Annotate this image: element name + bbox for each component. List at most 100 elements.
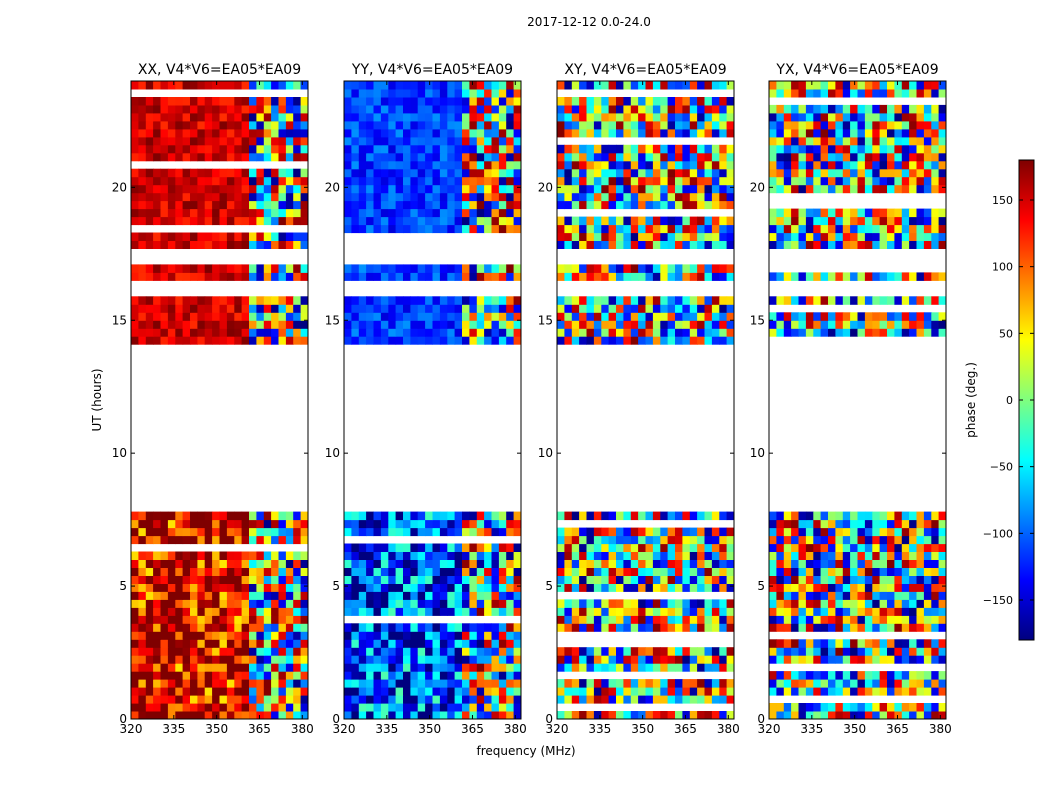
heatmap-cell [249, 615, 257, 624]
heatmap-cell [395, 559, 404, 568]
heatmap-cell [190, 104, 198, 114]
heatmap-cell [351, 711, 360, 720]
heatmap-cell [879, 599, 888, 608]
heatmap-cell [226, 599, 235, 608]
heatmap-cell [835, 144, 844, 154]
heatmap-cell [454, 687, 463, 696]
heatmap-cell [358, 511, 367, 521]
heatmap-cell [190, 519, 198, 529]
heatmap-cell [916, 583, 925, 592]
heatmap-cell [388, 519, 397, 529]
heatmap-cell [726, 623, 735, 632]
heatmap-cell [439, 543, 448, 552]
heatmap-cell [791, 328, 799, 337]
heatmap-cell [842, 551, 851, 560]
heatmap-cell [271, 296, 279, 305]
heatmap-cell [719, 336, 728, 345]
heatmap-cell [711, 511, 720, 521]
heatmap-cell [344, 176, 352, 186]
heatmap-cell [462, 112, 470, 122]
heatmap-cell [432, 81, 441, 90]
heatmap-cell [249, 647, 257, 656]
heatmap-cell [197, 304, 206, 313]
heatmap-cell [403, 224, 411, 234]
heatmap-cell [938, 224, 947, 234]
heatmap-cell [454, 144, 463, 154]
heatmap-cell [410, 152, 419, 162]
heatmap-cell [293, 703, 302, 712]
heatmap-cell [697, 543, 705, 552]
heatmap-cell [887, 89, 895, 98]
heatmap-cell [682, 296, 691, 305]
heatmap-cell [484, 192, 492, 202]
heatmap-cell [675, 240, 683, 249]
heatmap-cell [454, 639, 463, 648]
heatmap-cell [586, 575, 595, 584]
heatmap-cell [616, 679, 624, 688]
heatmap-cell [820, 647, 829, 656]
heatmap-cell [447, 551, 456, 560]
heatmap-cell [131, 655, 139, 664]
heatmap-cell [593, 543, 602, 552]
heatmap-cell [557, 623, 565, 632]
heatmap-cell [923, 168, 932, 178]
heatmap-cell [249, 711, 257, 720]
heatmap-cell [887, 639, 895, 648]
heatmap-cell [388, 224, 397, 234]
heatmap-cell [498, 112, 507, 122]
heatmap-cell [373, 320, 382, 329]
heatmap-cell [901, 312, 910, 321]
heatmap-cell [652, 216, 661, 226]
heatmap-cell [153, 607, 161, 616]
heatmap-cell [931, 168, 940, 178]
heatmap-cell [593, 328, 602, 337]
heatmap-cell [226, 216, 235, 226]
heatmap-cell [271, 679, 279, 688]
heatmap-cell [395, 264, 404, 273]
heatmap-cell [182, 711, 191, 720]
heatmap-cell [667, 144, 676, 154]
heatmap-cell [138, 575, 147, 584]
heatmap-cell [593, 200, 602, 210]
heatmap-cell [358, 607, 367, 616]
heatmap-cell [608, 200, 617, 210]
heatmap-cell [791, 639, 799, 648]
heatmap-cell [403, 336, 411, 345]
heatmap-cell [271, 264, 279, 273]
heatmap-cell [351, 208, 360, 218]
heatmap-cell [506, 567, 515, 576]
heatmap-cell [498, 120, 507, 130]
heatmap-cell [557, 160, 565, 170]
heatmap-cell [403, 328, 411, 337]
heatmap-cell [182, 104, 191, 114]
heatmap-cell [857, 296, 866, 305]
heatmap-cell [395, 176, 404, 186]
heatmap-cell [776, 104, 785, 114]
heatmap-cell [769, 320, 777, 329]
heatmap-cell [256, 567, 265, 576]
heatmap-cell [820, 224, 829, 234]
heatmap-cell [182, 527, 191, 537]
heatmap-cell [682, 623, 691, 632]
heatmap-cell [344, 711, 352, 720]
heatmap-cell [593, 687, 602, 696]
heatmap-cell [498, 663, 507, 672]
heatmap-cell [484, 176, 492, 186]
heatmap-cell [857, 128, 866, 138]
heatmap-cell [484, 296, 492, 305]
heatmap-cell [645, 655, 654, 664]
heatmap-cell [388, 607, 397, 616]
heatmap-cell [601, 192, 610, 202]
heatmap-cell [366, 176, 374, 186]
heatmap-cell [278, 104, 287, 114]
heatmap-cell [719, 120, 728, 130]
heatmap-cell [638, 543, 646, 552]
heatmap-cell [293, 304, 302, 313]
heatmap-cell [447, 655, 456, 664]
heatmap-cell [938, 615, 947, 624]
heatmap-cell [491, 543, 500, 552]
heatmap-cell [783, 527, 792, 537]
heatmap-cell [462, 655, 470, 664]
heatmap-cell [630, 184, 639, 194]
